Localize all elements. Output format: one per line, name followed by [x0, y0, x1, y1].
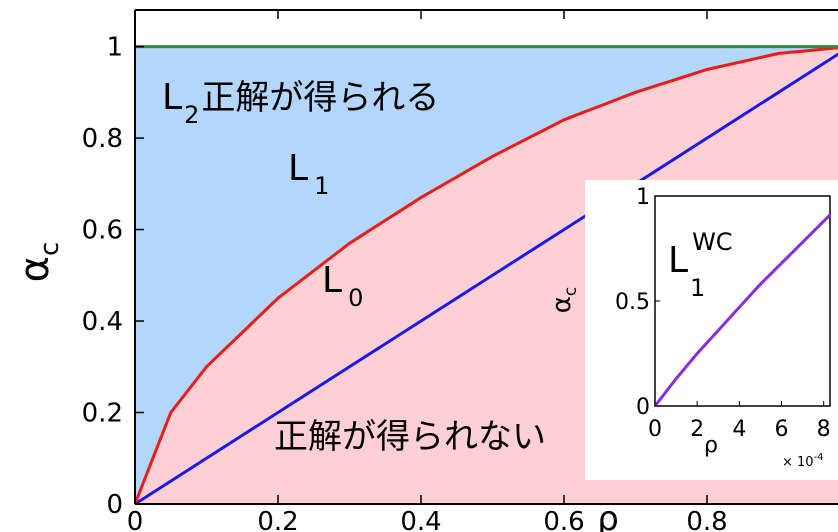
inset-x-tick-label: 8 — [817, 417, 831, 442]
region-label-unsolvable: 正解が得られない — [274, 417, 546, 457]
y-axis-label: αc — [12, 242, 65, 283]
x-tick-label: 0.6 — [543, 507, 584, 532]
inset-x-tick-label: 6 — [775, 417, 789, 442]
series-label-l1-sub: 1 — [314, 172, 329, 200]
series-label-l2-main: L — [162, 77, 182, 118]
y-tick-label: 0.2 — [82, 399, 123, 429]
inset-series-line — [653, 213, 832, 407]
y-tick-label: 0.4 — [82, 307, 123, 337]
y-tick-label: 0.8 — [82, 124, 123, 154]
x-tick-label: 0 — [127, 507, 144, 532]
region-solvable — [135, 46, 838, 504]
inset-x-multiplier: × 10-4 — [782, 452, 824, 470]
inset-series-label-main: L — [668, 240, 688, 281]
inset-y-tick-label: 0 — [636, 395, 650, 420]
y-axis-label-sub: c — [35, 242, 65, 256]
series-label-l1-main: L — [288, 148, 308, 189]
inset-plot: 0 2 4 6 8 0 0.5 1 — [585, 180, 838, 480]
y-axis-label-main: α — [12, 256, 58, 282]
series-label-l0-sub: 0 — [348, 284, 363, 312]
x-tick-label: 0.4 — [400, 507, 441, 532]
series-line-l0 — [135, 52, 838, 504]
y-tick-label: 0.6 — [82, 216, 123, 246]
inset-y-tick-label: 1 — [636, 185, 650, 210]
inset-x-tick-label: 2 — [690, 417, 704, 442]
region-label-solvable: 正解が得られる — [201, 78, 439, 118]
series-label-l2-sub: 2 — [184, 101, 199, 129]
series-line-l1 — [135, 46, 838, 504]
inset-x-multiplier-exp: -4 — [814, 452, 824, 463]
x-tick-label: 0.2 — [257, 507, 298, 532]
inset-x-tick-label: 0 — [648, 417, 662, 442]
inset-x-tick-label: 4 — [732, 417, 746, 442]
inset-y-tick-label: 0.5 — [615, 290, 650, 315]
inset-x-multiplier-base: × 10 — [782, 455, 814, 470]
series-label-l0-main: L — [322, 260, 342, 301]
inset-series-label-sup: WC — [692, 228, 733, 256]
region-label-top: L2正解が得られる — [162, 77, 439, 129]
x-axis-label: ρ — [597, 499, 619, 532]
inset-y-axis-label-sub: c — [561, 287, 581, 296]
inset-series-label-sub: 1 — [690, 274, 705, 302]
inset-background — [585, 180, 838, 480]
inset-y-axis-label-main: α — [547, 296, 577, 313]
x-tick-label: 0.8 — [686, 507, 727, 532]
y-tick-label: 0 — [106, 490, 123, 520]
inset-series-label: L WC 1 — [668, 228, 733, 302]
inset-x-axis-label: ρ — [704, 433, 718, 458]
y-tick-label: 1 — [106, 33, 123, 63]
inset-y-axis-label: αc — [547, 287, 581, 314]
